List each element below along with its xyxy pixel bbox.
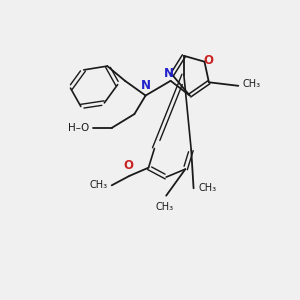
Text: CH₃: CH₃ <box>243 79 261 89</box>
Text: H–O: H–O <box>68 123 90 133</box>
Text: CH₃: CH₃ <box>199 183 217 193</box>
Text: N: N <box>164 67 174 80</box>
Text: O: O <box>123 159 133 172</box>
Text: O: O <box>203 54 213 67</box>
Text: CH₃: CH₃ <box>156 202 174 212</box>
Text: CH₃: CH₃ <box>89 180 107 190</box>
Text: N: N <box>141 79 151 92</box>
